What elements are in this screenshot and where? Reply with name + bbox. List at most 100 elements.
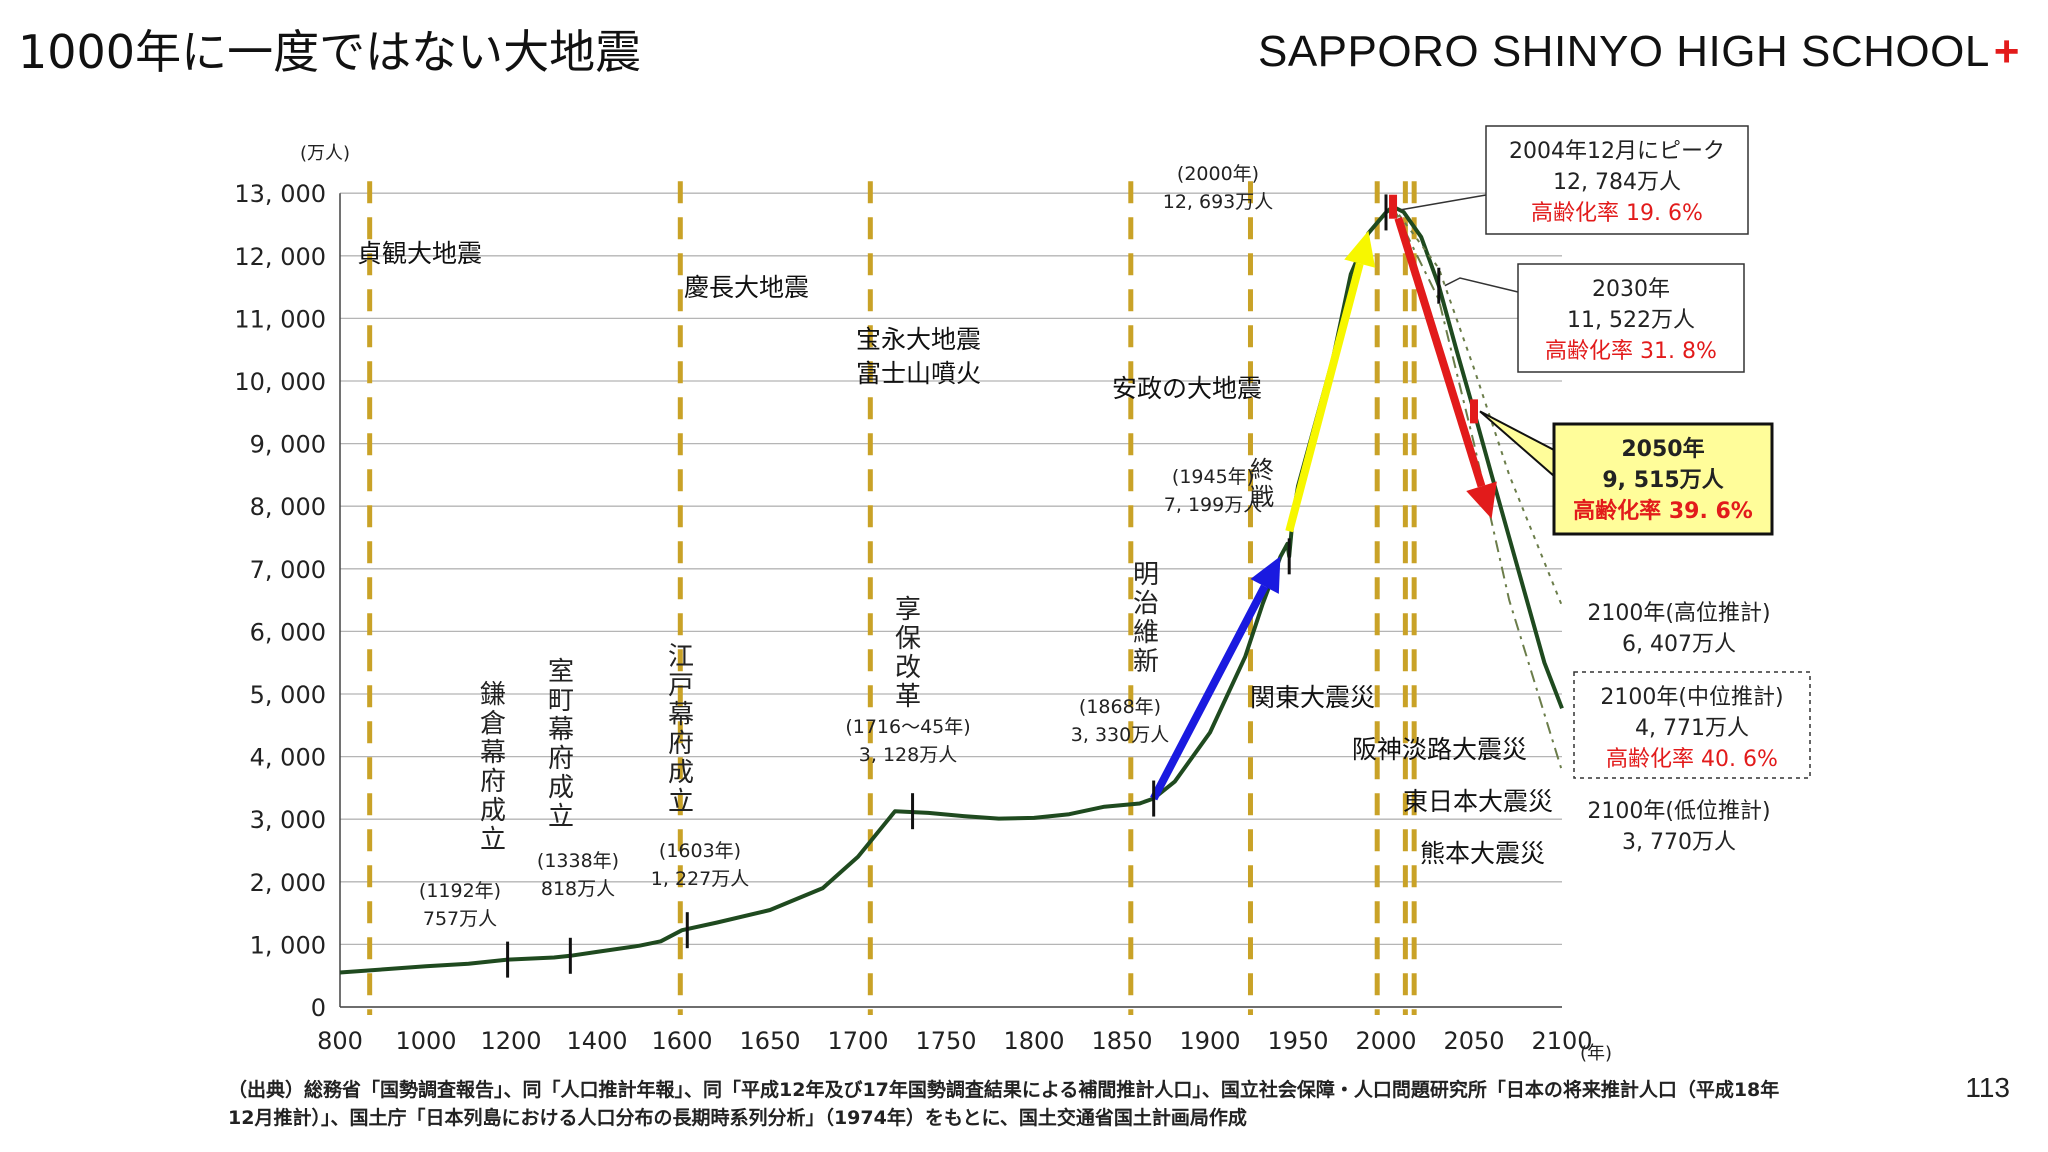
event-markers: 鎌倉幕府成立 (1192年) 757万人 室町幕府成立 (1338年) 818万人 江戸幕府… bbox=[357, 163, 1553, 978]
callout-2030-box bbox=[1517, 263, 1745, 373]
callout-peak-line3: 高齢化率 19. 6% bbox=[1531, 201, 1703, 226]
marker-year: (1192年) bbox=[419, 880, 501, 902]
callout-2030-line1: 2030年 bbox=[1592, 277, 1670, 302]
callout-2050-line1: 2050年 bbox=[1621, 436, 1704, 462]
pointer-2030 bbox=[1444, 277, 1519, 293]
x-tick-label: 1750 bbox=[915, 1027, 976, 1055]
earthquake-label: 関東大震災 bbox=[1250, 683, 1375, 712]
callout-mid-line3: 高齢化率 40. 6% bbox=[1606, 747, 1778, 772]
callout-mid-line1: 2100年(中位推計) bbox=[1600, 685, 1783, 710]
marker-value: 3, 330万人 bbox=[1071, 724, 1169, 746]
y-tick-label: 13, 000 bbox=[234, 180, 326, 208]
earthquake-label: 慶長大地震 bbox=[684, 273, 809, 302]
axes: 0 1, 000 2, 000 3, 000 4, 000 5, 000 6, 000 7, … bbox=[234, 143, 1612, 1064]
callout-peak-line2: 12, 784万人 bbox=[1553, 170, 1681, 195]
earthquake-label: 富士山噴火 bbox=[856, 359, 981, 388]
marker-value: 757万人 bbox=[423, 908, 497, 930]
x-tick-label: 2050 bbox=[1443, 1027, 1504, 1055]
callout-peak-box bbox=[1485, 125, 1749, 235]
population-line-high bbox=[1392, 206, 1563, 607]
callout-mid-box bbox=[1573, 671, 1811, 779]
earthquake-label: 東日本大震災 bbox=[1403, 787, 1553, 816]
earthquake-label: 熊本大震災 bbox=[1420, 839, 1545, 868]
x-tick-label: 1700 bbox=[827, 1027, 888, 1055]
y-unit: (万人) bbox=[300, 143, 350, 164]
arrow-blue-head bbox=[1250, 556, 1281, 594]
marker-year: (1603年) bbox=[659, 840, 741, 862]
peak-marker bbox=[1389, 194, 1398, 219]
x-tick-label: 1800 bbox=[1003, 1027, 1064, 1055]
marker-year: (2000年) bbox=[1177, 163, 1259, 185]
earthquake-lines bbox=[367, 181, 1417, 1015]
population-line-low bbox=[1392, 206, 1563, 772]
y-tick-label: 7, 000 bbox=[250, 556, 326, 584]
earthquake-label: 阪神淡路大震災 bbox=[1352, 735, 1527, 764]
page-number: 113 bbox=[1965, 1072, 2010, 1103]
marker-label: 終戦 bbox=[1250, 456, 1274, 511]
marker-label: 江戸幕府成立 bbox=[668, 642, 694, 817]
marker-value: 3, 128万人 bbox=[859, 744, 957, 766]
y-tick-label: 3, 000 bbox=[250, 806, 326, 834]
y-tick-label: 5, 000 bbox=[250, 681, 326, 709]
arrow-blue bbox=[1150, 584, 1269, 801]
marker-label: 鎌倉幕府成立 bbox=[480, 680, 506, 855]
y-tick-label: 4, 000 bbox=[250, 744, 326, 772]
y-tick-label: 1, 000 bbox=[250, 931, 326, 959]
callout-low-box bbox=[1562, 786, 1796, 858]
school-name: SAPPORO SHINYO HIGH SCHOOL+ bbox=[1258, 24, 2020, 80]
callout-2050-line3: 高齢化率 39. 6% bbox=[1573, 498, 1753, 524]
trend-arrows bbox=[1150, 217, 1497, 801]
marker-label: 享保改革 bbox=[895, 595, 921, 712]
plus-icon: + bbox=[1993, 27, 2020, 76]
callout-low-line2: 3, 770万人 bbox=[1622, 830, 1736, 855]
x-tick-label: 1850 bbox=[1091, 1027, 1152, 1055]
x-tick-label: 1950 bbox=[1267, 1027, 1328, 1055]
arrow-yellow bbox=[1285, 262, 1364, 533]
x-tick-label: 1200 bbox=[480, 1027, 541, 1055]
population-lines bbox=[339, 204, 1564, 975]
population-line-actual bbox=[339, 204, 1564, 975]
y-tick-label: 2, 000 bbox=[250, 869, 326, 897]
marker-year: (1945年) bbox=[1172, 466, 1254, 488]
y-tick-label: 12, 000 bbox=[234, 243, 326, 271]
x-unit: (年) bbox=[1580, 1043, 1612, 1064]
earthquake-label: 安政の大地震 bbox=[1112, 374, 1262, 403]
marker-value: 818万人 bbox=[541, 878, 615, 900]
x-tick-label: 1600 bbox=[651, 1027, 712, 1055]
arrow-red-head bbox=[1466, 481, 1497, 519]
marker-value: 7, 199万人 bbox=[1164, 494, 1262, 516]
callout-high-line1: 2100年(高位推計) bbox=[1587, 601, 1770, 626]
callout-high-line2: 6, 407万人 bbox=[1622, 632, 1736, 657]
callout-peak-line1: 2004年12月にピーク bbox=[1509, 139, 1725, 164]
pointer-peak bbox=[1400, 194, 1487, 211]
y-tick-label: 11, 000 bbox=[234, 305, 326, 333]
callout-low-line1: 2100年(低位推計) bbox=[1587, 799, 1770, 824]
y-tick-label: 0 bbox=[311, 994, 326, 1022]
x-tick-label: 800 bbox=[317, 1027, 363, 1055]
x-tick-label: 1400 bbox=[566, 1027, 627, 1055]
callout-mid-line2: 4, 771万人 bbox=[1635, 716, 1749, 741]
marker-label: 室町幕府成立 bbox=[548, 657, 574, 832]
marker-value: 12, 693万人 bbox=[1163, 191, 1274, 213]
callout-2030-line3: 高齢化率 31. 8% bbox=[1545, 339, 1717, 364]
marker-year: (1868年) bbox=[1079, 696, 1161, 718]
x-tick-label: 1650 bbox=[739, 1027, 800, 1055]
marker-year: (1716～45年) bbox=[845, 716, 970, 738]
y-tick-label: 8, 000 bbox=[250, 493, 326, 521]
y-tick-label: 9, 000 bbox=[250, 431, 326, 459]
y-tick-label: 6, 000 bbox=[250, 618, 326, 646]
source-note: （出典）総務省「国勢調査報告」、同「人口推計年報」、同「平成12年及び17年国勢… bbox=[228, 1079, 1780, 1129]
x-tick-label: 1000 bbox=[395, 1027, 456, 1055]
arrow-yellow-head bbox=[1344, 230, 1376, 268]
arrow-red bbox=[1394, 217, 1486, 488]
callout-2050-box bbox=[1552, 422, 1774, 536]
callout-2050-line2: 9, 515万人 bbox=[1602, 468, 1723, 493]
earthquake-label: 宝永大地震 bbox=[856, 325, 981, 354]
x-tick-label: 2000 bbox=[1355, 1027, 1416, 1055]
y-tick-label: 10, 000 bbox=[234, 368, 326, 396]
x-tick-label: 1900 bbox=[1179, 1027, 1240, 1055]
earthquake-label: 貞観大地震 bbox=[357, 239, 482, 268]
marker-year: (1338年) bbox=[537, 850, 619, 872]
